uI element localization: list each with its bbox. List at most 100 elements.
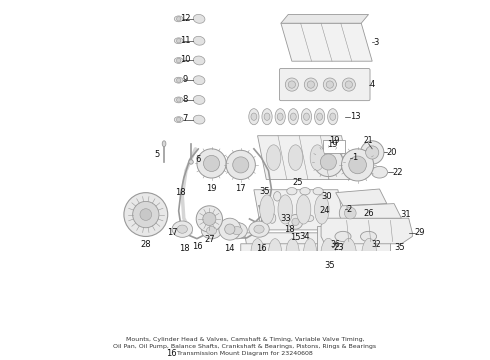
Ellipse shape: [296, 195, 311, 224]
Polygon shape: [346, 204, 401, 218]
Circle shape: [219, 218, 241, 240]
Ellipse shape: [247, 258, 264, 295]
Text: 17: 17: [168, 228, 178, 237]
Circle shape: [307, 81, 315, 88]
Circle shape: [314, 147, 343, 177]
Circle shape: [197, 149, 226, 178]
Circle shape: [292, 218, 299, 225]
Circle shape: [226, 150, 255, 180]
Ellipse shape: [317, 215, 325, 221]
Ellipse shape: [264, 113, 270, 120]
Text: 1: 1: [352, 153, 357, 162]
Ellipse shape: [371, 166, 388, 178]
Circle shape: [176, 39, 181, 43]
Ellipse shape: [288, 109, 298, 125]
Text: 23: 23: [334, 243, 344, 252]
Text: 3: 3: [374, 38, 379, 47]
Ellipse shape: [227, 222, 247, 239]
Text: 5: 5: [154, 150, 159, 159]
Text: 18: 18: [175, 188, 186, 197]
Circle shape: [133, 201, 159, 228]
Circle shape: [342, 149, 374, 181]
Text: 21: 21: [364, 136, 373, 145]
Ellipse shape: [266, 145, 281, 170]
Text: 10: 10: [180, 55, 191, 64]
Text: 32: 32: [371, 240, 381, 249]
Text: 14: 14: [224, 244, 235, 253]
Circle shape: [124, 193, 168, 237]
Bar: [323, 140, 345, 153]
Circle shape: [304, 78, 318, 91]
Circle shape: [285, 78, 298, 91]
Circle shape: [320, 154, 337, 170]
Text: 35: 35: [259, 187, 270, 196]
Circle shape: [176, 17, 181, 21]
Text: 27: 27: [204, 235, 215, 244]
Ellipse shape: [249, 109, 259, 125]
Circle shape: [345, 81, 352, 88]
Ellipse shape: [254, 225, 264, 233]
Ellipse shape: [277, 113, 283, 120]
Text: 18: 18: [179, 244, 190, 253]
Polygon shape: [336, 189, 387, 206]
Text: 35: 35: [325, 261, 335, 270]
Circle shape: [225, 224, 235, 234]
Ellipse shape: [315, 109, 325, 125]
Text: 11: 11: [180, 36, 191, 45]
Ellipse shape: [328, 109, 338, 125]
Circle shape: [233, 157, 249, 173]
Ellipse shape: [294, 258, 310, 295]
Ellipse shape: [303, 239, 317, 266]
Circle shape: [176, 58, 181, 63]
Ellipse shape: [262, 109, 272, 125]
Ellipse shape: [286, 239, 299, 266]
Ellipse shape: [194, 115, 205, 124]
Circle shape: [176, 117, 181, 122]
Ellipse shape: [174, 38, 183, 44]
Ellipse shape: [174, 97, 183, 103]
Polygon shape: [254, 190, 345, 230]
Ellipse shape: [270, 258, 287, 295]
Ellipse shape: [305, 215, 314, 221]
Circle shape: [176, 98, 181, 102]
Ellipse shape: [300, 188, 310, 195]
Circle shape: [323, 78, 337, 91]
Text: 22: 22: [392, 168, 403, 177]
Circle shape: [326, 81, 334, 88]
Circle shape: [340, 202, 361, 224]
Ellipse shape: [313, 188, 323, 195]
Ellipse shape: [174, 117, 183, 122]
Text: 19: 19: [329, 136, 340, 145]
Ellipse shape: [303, 113, 309, 120]
Ellipse shape: [206, 226, 217, 235]
Text: 29: 29: [415, 228, 425, 237]
Circle shape: [203, 212, 216, 225]
Ellipse shape: [174, 16, 183, 22]
Text: 33: 33: [280, 214, 291, 223]
Text: 25: 25: [293, 178, 303, 187]
Polygon shape: [241, 244, 321, 310]
Ellipse shape: [320, 238, 337, 278]
Ellipse shape: [301, 109, 312, 125]
Ellipse shape: [315, 195, 329, 224]
Ellipse shape: [260, 195, 274, 224]
Text: 36: 36: [331, 240, 341, 249]
Polygon shape: [245, 233, 332, 273]
Text: 16: 16: [166, 349, 177, 358]
Text: 9: 9: [183, 75, 188, 84]
Ellipse shape: [278, 195, 293, 224]
Text: Mounts, Cylinder Head & Valves, Camshaft & Timing, Variable Valve Timing,
Oil Pa: Mounts, Cylinder Head & Valves, Camshaft…: [114, 337, 376, 356]
Ellipse shape: [174, 77, 183, 83]
Text: 30: 30: [321, 192, 332, 201]
Circle shape: [344, 207, 356, 219]
Ellipse shape: [287, 188, 297, 195]
Text: 24: 24: [319, 206, 330, 215]
Text: 28: 28: [141, 240, 151, 249]
Text: 4: 4: [370, 80, 375, 89]
Text: 35: 35: [394, 243, 405, 252]
Ellipse shape: [194, 76, 205, 85]
Polygon shape: [258, 136, 350, 180]
Polygon shape: [321, 218, 413, 244]
Circle shape: [342, 78, 355, 91]
Ellipse shape: [162, 141, 166, 147]
